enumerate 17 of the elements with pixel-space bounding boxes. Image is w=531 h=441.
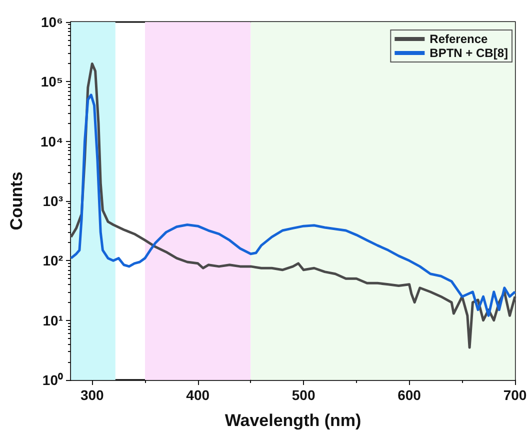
- y-tick-label: 10⁶: [40, 14, 63, 30]
- line-series: [70, 94, 516, 317]
- legend-label: BPTN + CB[8]: [430, 46, 508, 60]
- y-tick-label: 10²: [42, 252, 64, 269]
- y-axis-title: Counts: [7, 172, 26, 230]
- x-tick-label: 500: [292, 387, 316, 403]
- x-tick-label: 600: [398, 387, 422, 403]
- x-axis-title: Wavelength (nm): [224, 411, 362, 430]
- x-tick-label: 300: [80, 387, 104, 403]
- y-tick-label: 10⁵: [40, 74, 63, 90]
- legend-label: Reference: [430, 32, 488, 46]
- y-tick-label: 10¹: [42, 312, 64, 328]
- y-tick-label: 10⁰: [42, 372, 63, 388]
- x-tick-label: 400: [186, 387, 210, 403]
- y-tick-label: 10³: [42, 193, 64, 209]
- x-tick-label: 700: [503, 387, 527, 403]
- y-tick-label: 10⁴: [40, 133, 64, 150]
